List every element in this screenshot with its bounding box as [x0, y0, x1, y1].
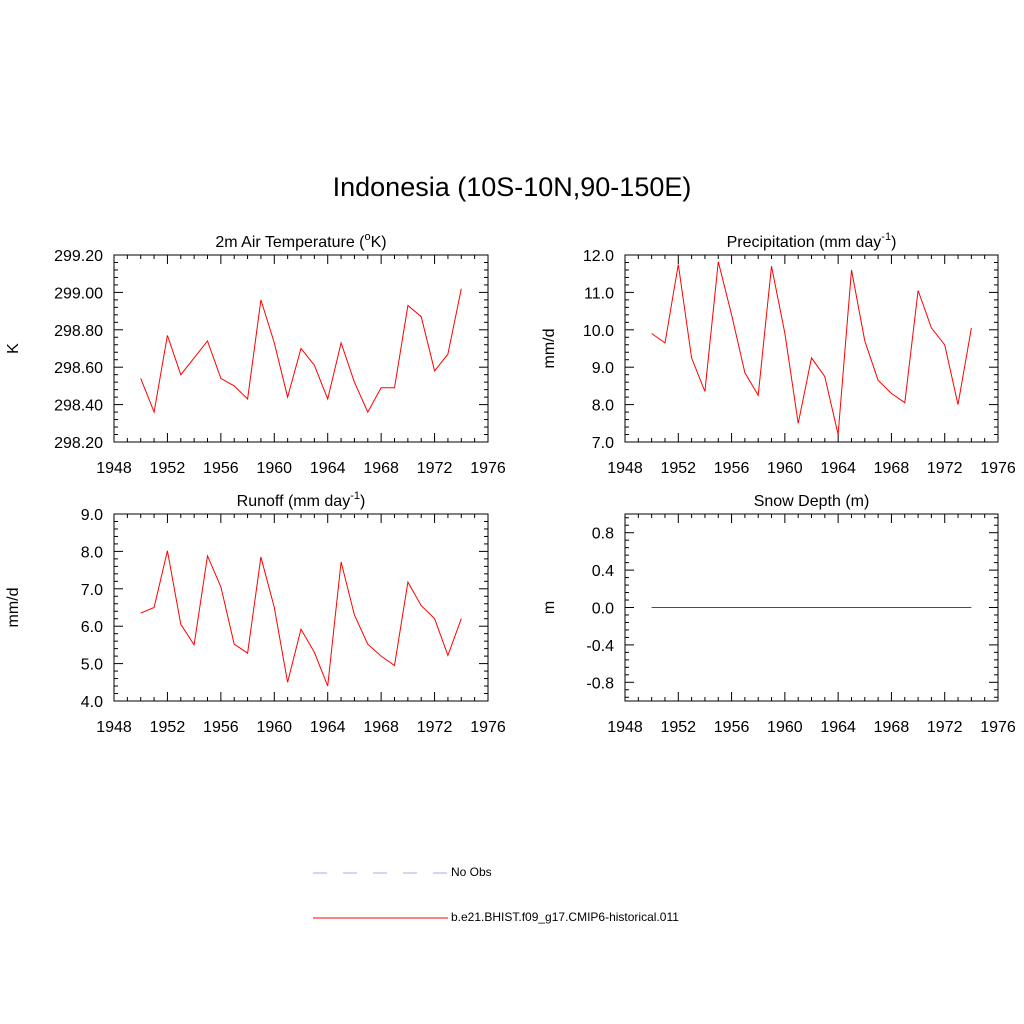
- y-tick-label: 4.0: [81, 694, 103, 711]
- panel-title: Runoff (mm day-1): [237, 490, 366, 510]
- x-tick-label: 1956: [714, 719, 750, 736]
- y-tick-label: 9.0: [81, 507, 103, 524]
- chart-panel-1: 1948 1952 1956 1960 1964 1968 1972 1976 298.20 29…: [5, 231, 506, 477]
- x-tick-label: 1956: [203, 719, 239, 736]
- x-tick-label: 1960: [767, 719, 803, 736]
- x-tick-label: 1976: [470, 719, 506, 736]
- y-axis-label: K: [5, 343, 22, 354]
- x-tick-label: 1964: [820, 460, 856, 477]
- panel-title-suffix: K): [371, 234, 387, 251]
- x-tick-label: 1964: [310, 460, 346, 477]
- y-tick-label: 8.0: [81, 544, 103, 561]
- x-tick-label: 1960: [767, 460, 803, 477]
- y-tick-label: 298.60: [54, 360, 103, 377]
- series-line: [140, 288, 462, 414]
- x-tick-label: 1972: [927, 719, 963, 736]
- y-tick-label: 8.0: [592, 398, 614, 415]
- x-tick-label: 1972: [927, 460, 963, 477]
- x-tick-label: 1952: [150, 460, 186, 477]
- y-tick-label: 5.0: [81, 657, 103, 674]
- panel-title-suffix: ): [891, 234, 896, 251]
- x-tick-label: 1948: [96, 460, 132, 477]
- panel-title-text: Snow Depth (m): [754, 493, 870, 510]
- panel-title: 2m Air Temperature (oK): [215, 231, 386, 251]
- x-tick-label: 1976: [470, 460, 506, 477]
- y-tick-label: 299.00: [54, 285, 103, 302]
- y-tick-label: 7.0: [592, 435, 614, 452]
- y-tick-label: 7.0: [81, 582, 103, 599]
- y-tick-label: 298.80: [54, 323, 103, 340]
- panel-title-text: 2m Air Temperature (: [215, 234, 365, 251]
- series-line: [651, 261, 972, 435]
- y-tick-label: 10.0: [583, 323, 614, 340]
- x-tick-label: 1948: [96, 719, 132, 736]
- x-tick-label: 1952: [150, 719, 186, 736]
- x-tick-label: 1960: [256, 719, 292, 736]
- y-tick-label: 12.0: [583, 248, 614, 265]
- legend-label-1: No Obs: [451, 865, 492, 879]
- x-tick-label: 1972: [417, 460, 453, 477]
- panel-title: Precipitation (mm day-1): [727, 231, 897, 251]
- y-tick-label: 11.0: [584, 285, 614, 302]
- panel-title: Snow Depth (m): [754, 493, 870, 510]
- x-tick-label: 1968: [874, 460, 910, 477]
- y-axis-label: m: [541, 601, 558, 614]
- y-axis-label: mm/d: [541, 329, 558, 369]
- y-tick-label: 0.4: [592, 563, 614, 580]
- x-tick-label: 1968: [874, 719, 910, 736]
- x-tick-label: 1948: [607, 460, 643, 477]
- y-tick-label: 0.8: [592, 526, 614, 543]
- panel-title-suffix: ): [360, 493, 365, 510]
- x-tick-label: 1964: [820, 719, 856, 736]
- x-tick-label: 1956: [203, 460, 239, 477]
- x-tick-label: 1968: [363, 719, 399, 736]
- y-tick-label: 6.0: [81, 619, 103, 636]
- y-axis-label: mm/d: [5, 588, 22, 628]
- y-tick-label: 9.0: [592, 360, 614, 377]
- x-tick-label: 1952: [660, 719, 696, 736]
- panel-title-text: Precipitation (mm day: [727, 234, 882, 251]
- panel-title-text: Runoff (mm day: [237, 493, 351, 510]
- y-tick-label: 298.40: [54, 398, 103, 415]
- x-tick-label: 1948: [607, 719, 643, 736]
- plot-frame: [113, 513, 489, 702]
- x-tick-label: 1976: [980, 719, 1016, 736]
- x-tick-label: 1964: [310, 719, 346, 736]
- x-tick-label: 1960: [256, 460, 292, 477]
- panel-title-superscript: -1: [881, 231, 891, 243]
- x-tick-label: 1976: [980, 460, 1016, 477]
- x-tick-label: 1952: [660, 460, 696, 477]
- panel-title-superscript: o: [364, 231, 370, 243]
- page-title: Indonesia (10S-10N,90-150E): [332, 172, 692, 202]
- panel-title-superscript: -1: [350, 490, 360, 502]
- chart-panel-2: 1948 1952 1956 1960 1964 1968 1972 1976 7.0 8.0 9.…: [541, 231, 1016, 477]
- x-tick-label: 1968: [363, 460, 399, 477]
- y-tick-label: -0.8: [586, 675, 614, 692]
- x-tick-label: 1956: [714, 460, 750, 477]
- legend-label-2: b.e21.BHIST.f09_g17.CMIP6-historical.011: [451, 910, 679, 924]
- y-tick-label: -0.4: [586, 638, 614, 655]
- x-tick-label: 1972: [417, 719, 453, 736]
- chart-panel-3: 1948 1952 1956 1960 1964 1968 1972 1976 4.0 5.0 6.…: [5, 490, 506, 736]
- series-line: [140, 550, 462, 687]
- y-tick-label: 298.20: [54, 435, 103, 452]
- chart-panel-4: 1948 1952 1956 1960 1964 1968 1972 1976 -0.8 -0.4…: [541, 493, 1016, 736]
- y-tick-label: 299.20: [54, 248, 103, 265]
- y-tick-label: 0.0: [592, 601, 614, 618]
